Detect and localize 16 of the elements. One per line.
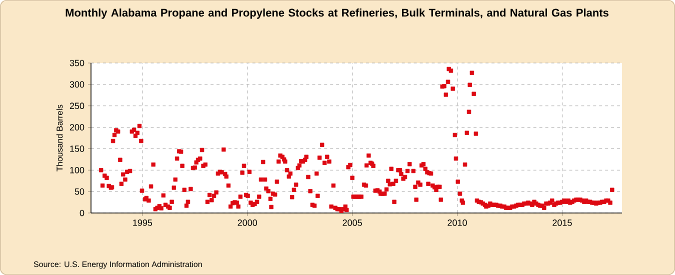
y-tick-label: 150 — [70, 146, 84, 152]
y-tick-label: 50 — [74, 188, 84, 195]
x-tick-label: 2005 — [342, 220, 362, 226]
chart-title: Monthly Alabama Propane and Propylene Stocks at Refineries, Bulk Terminals, and Natural Gas Plants — [66, 8, 608, 19]
source-note: Source: U.S. Energy Information Administration — [34, 261, 202, 269]
y-tick-label: 350 — [70, 60, 84, 66]
y-tick-label: 200 — [70, 124, 84, 130]
x-tick-label: 2015 — [552, 220, 572, 226]
x-tick-label: 2010 — [448, 220, 467, 226]
y-tick-label: 300 — [70, 81, 84, 88]
x-tick-label: 2000 — [238, 220, 258, 226]
y-tick-label: 250 — [70, 102, 84, 110]
y-tick-label: 0 — [80, 210, 84, 216]
y-axis-title: Thousand Barrels — [56, 104, 63, 172]
y-tick-label: 100 — [70, 166, 84, 174]
x-tick-label: 1995 — [133, 220, 152, 226]
